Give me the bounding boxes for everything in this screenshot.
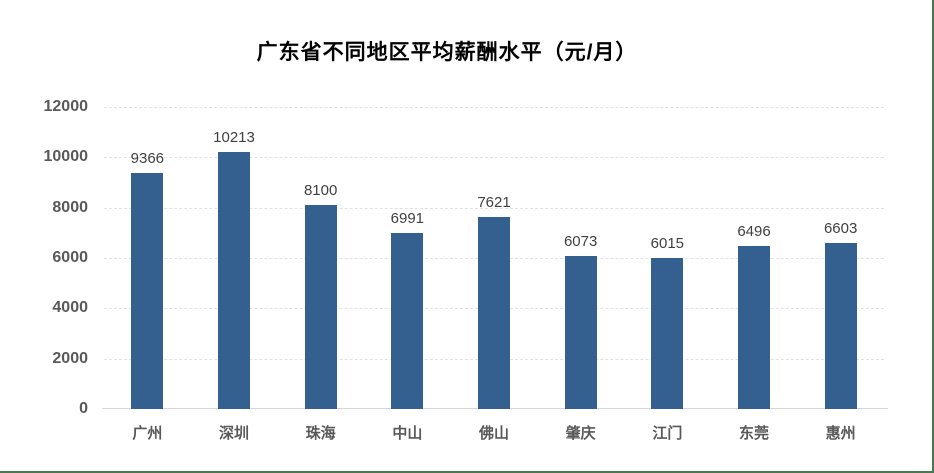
y-axis-tick-label: 2000 (52, 349, 88, 367)
bar-value-label: 9366 (130, 150, 165, 168)
bar (131, 173, 164, 409)
bar-value-label: 6015 (650, 234, 685, 252)
bar-value-label: 6991 (390, 210, 425, 228)
bar-value-label: 6073 (563, 233, 598, 251)
x-axis-category-label: 中山 (392, 425, 423, 442)
plot-area: 0 2000 4000 6000 8000 10000 12000 9366 广州 10213 深圳… (44, 98, 888, 442)
gridline (104, 107, 884, 108)
bar-value-label: 8100 (303, 182, 338, 200)
gridline (104, 157, 884, 159)
y-axis-tick-label: 8000 (52, 198, 88, 216)
bar (478, 217, 510, 409)
bar (824, 242, 857, 409)
bar-value-label: 6496 (737, 222, 771, 240)
x-axis-category-label: 惠州 (825, 425, 856, 442)
x-axis-category-label: 广州 (132, 425, 163, 442)
x-axis-category-label: 东莞 (738, 425, 769, 442)
bar (564, 256, 597, 409)
bar-value-label: 10213 (213, 128, 255, 146)
bar (738, 245, 770, 409)
chart-title: 广东省不同地区平均薪酬水平（元/月） (256, 41, 638, 64)
x-axis-category-label: 肇庆 (565, 425, 596, 442)
x-axis-category-label: 佛山 (478, 425, 509, 442)
y-axis-tick-label: 10000 (43, 148, 89, 166)
bar (391, 233, 424, 409)
gridline (104, 207, 884, 209)
bar (304, 205, 337, 409)
y-axis-tick-label: 12000 (43, 98, 89, 115)
bar-value-label: 6603 (823, 219, 858, 237)
bar (218, 151, 250, 409)
y-axis-tick-label: 6000 (52, 249, 88, 266)
x-axis-category-label: 深圳 (218, 425, 249, 442)
bar (651, 257, 684, 409)
bar-value-label: 7621 (477, 194, 511, 212)
x-axis-category-label: 珠海 (305, 425, 336, 442)
x-axis-category-label: 江门 (652, 425, 683, 442)
y-axis-tick-label: 4000 (52, 299, 88, 317)
y-axis-tick-label: 0 (79, 400, 88, 417)
